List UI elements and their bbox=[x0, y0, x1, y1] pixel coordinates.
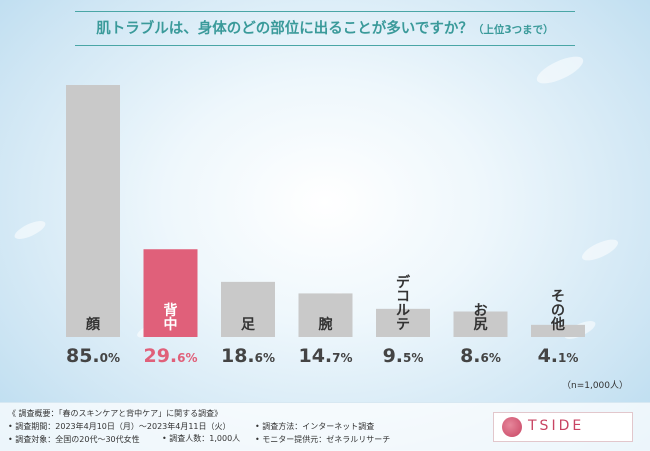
feather-icon bbox=[581, 239, 619, 261]
category-label: 顔 bbox=[85, 316, 101, 333]
value-labels-layer: 85.0% 29.6% 18.6% 14.7% 9.5% 8.6% 4.1% bbox=[66, 345, 578, 367]
logo-mark-icon bbox=[502, 417, 522, 437]
bar-6 bbox=[531, 324, 585, 337]
value-label: 29.6% bbox=[143, 345, 197, 367]
value-label: 14.7% bbox=[298, 345, 352, 367]
survey-footer: 《 調査概要：「春のスキンケアと背中ケア」に関する調査》 • 調査期間：2023… bbox=[0, 402, 650, 451]
category-label: 背中 bbox=[164, 302, 178, 333]
bar-5 bbox=[453, 311, 508, 337]
value-label: 4.1% bbox=[538, 345, 579, 367]
bar-0 bbox=[66, 85, 120, 337]
chart-title: 肌トラブルは、身体のどの部位に出ることが多いですか？（上位3つまで） bbox=[75, 12, 575, 46]
title-main: 肌トラブルは、身体のどの部位に出ることが多いですか？ bbox=[96, 21, 473, 37]
category-label: デコルテ bbox=[396, 274, 411, 333]
bar-2 bbox=[221, 281, 275, 337]
survey-method: • 調査方法：インターネット調査 bbox=[255, 422, 375, 431]
category-label: その他 bbox=[550, 289, 565, 333]
category-label: お尻 bbox=[474, 303, 488, 333]
title-sub: （上位3つまで） bbox=[472, 24, 554, 36]
category-label: 腕 bbox=[319, 316, 333, 333]
bars-layer: 顔 背中 足 腕 デコルテ お尻 その他 bbox=[66, 85, 585, 337]
category-label: 足 bbox=[241, 317, 256, 333]
sample-size-note: （n=1,000人） bbox=[561, 381, 628, 391]
survey-target: • 調査対象：全国の20代〜30代女性 bbox=[8, 435, 140, 444]
survey-period: • 調査期間：2023年4月10日（月）〜2023年4月11日（火） bbox=[8, 422, 231, 431]
tside-logo: TSIDE bbox=[493, 412, 633, 442]
logo-wordmark: TSIDE bbox=[528, 418, 585, 434]
feather-icon bbox=[14, 221, 46, 239]
value-label: 18.6% bbox=[221, 345, 275, 367]
bar-3 bbox=[298, 293, 353, 337]
bar-4 bbox=[376, 308, 430, 337]
title-rule-bottom bbox=[75, 45, 575, 46]
survey-provider: • モニター提供元：ゼネラルリサーチ bbox=[255, 435, 391, 444]
bar-1 bbox=[143, 249, 198, 337]
value-label: 85.0% bbox=[66, 345, 120, 367]
title-rule-top bbox=[75, 11, 575, 12]
value-label: 8.6% bbox=[460, 345, 501, 367]
value-label: 9.5% bbox=[383, 345, 424, 367]
survey-count: • 調査人数：1,000人 bbox=[162, 434, 241, 443]
bar-chart: 顔背中足腕デコルテお尻その他 85.0% 29.6% 18.6% 14.7% 9.5% 8… bbox=[14, 56, 619, 367]
survey-title: 《 調査概要：「春のスキンケアと背中ケア」に関する調査》 bbox=[8, 409, 223, 418]
feather-icon bbox=[536, 56, 584, 84]
